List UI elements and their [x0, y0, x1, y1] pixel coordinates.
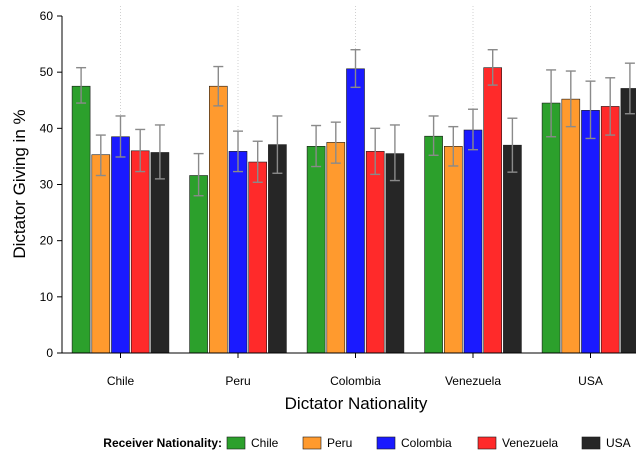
y-tick-label: 30 — [40, 178, 54, 192]
error-bar — [428, 115, 439, 156]
legend-label: Chile — [251, 436, 279, 450]
legend-swatch — [477, 436, 497, 450]
error-bar — [252, 140, 263, 183]
legend: Receiver Nationality: Chile Peru Colombia V… — [103, 436, 630, 450]
bar-venezuela-chile — [130, 150, 150, 354]
error-bars-layer — [76, 49, 635, 197]
bar-colombia-chile — [111, 136, 130, 354]
bars-layer — [71, 67, 636, 354]
legend-item-venezuela: Venezuela — [477, 436, 558, 450]
legend-swatch — [226, 436, 246, 450]
bar-peru-peru — [209, 85, 228, 354]
legend-item-peru: Peru — [302, 436, 352, 450]
bar-peru-colombia — [326, 142, 346, 354]
error-bar — [213, 65, 224, 107]
x-tick-label: Chile — [107, 374, 135, 388]
y-tick-label: 60 — [40, 9, 54, 23]
bar-colombia-peru — [228, 151, 248, 354]
legend-swatch — [581, 436, 601, 450]
error-bar — [507, 117, 518, 173]
error-bar — [389, 124, 400, 182]
legend-item-usa: USA — [581, 436, 631, 450]
error-bar — [350, 49, 361, 89]
error-bar — [193, 152, 204, 197]
x-tick-label: Venezuela — [445, 374, 501, 388]
bar-colombia-colombia — [346, 68, 365, 354]
error-bar — [605, 77, 616, 136]
y-tick-label: 50 — [40, 65, 54, 79]
error-bar — [468, 108, 478, 151]
error-bar — [154, 124, 165, 180]
x-tick-label: USA — [578, 374, 603, 388]
y-tick-label: 20 — [40, 234, 54, 248]
legend-swatch — [376, 436, 396, 450]
error-bar — [330, 121, 341, 164]
error-bar — [565, 70, 576, 128]
legend-label: USA — [606, 436, 631, 450]
bar-venezuela-colombia — [365, 151, 385, 354]
error-bar — [585, 80, 596, 140]
legend-label: Peru — [327, 436, 352, 450]
legend-swatch — [302, 436, 322, 450]
bar-chile-peru — [189, 175, 208, 354]
bar-usa-peru — [268, 144, 287, 354]
bar-chile-chile — [71, 85, 91, 354]
bar-colombia-usa — [581, 110, 600, 354]
error-bar — [311, 124, 322, 168]
axes-layer: 0 10 20 30 40 50 60 Chile Peru Colombia Venezuela U… — [40, 9, 636, 388]
error-bar — [115, 115, 126, 158]
bar-usa-colombia — [385, 153, 405, 354]
error-bar — [233, 130, 243, 173]
bar-chile-usa — [541, 102, 561, 354]
bar-chile-colombia — [306, 146, 326, 354]
error-bar — [448, 125, 459, 167]
legend-label: Venezuela — [502, 436, 558, 450]
legend-title: Receiver Nationality: — [103, 436, 222, 450]
y-axis-title: Dictator Giving in % — [10, 109, 29, 258]
error-bar — [272, 115, 283, 174]
bar-venezuela-usa — [600, 106, 620, 354]
error-bar — [135, 128, 146, 173]
legend-item-colombia: Colombia — [376, 436, 452, 450]
error-bar — [546, 69, 557, 138]
error-bar — [624, 62, 635, 115]
bar-chile-venezuela — [424, 135, 443, 354]
error-bar — [370, 127, 381, 176]
bar-usa-usa — [620, 88, 636, 354]
x-tick-label: Peru — [225, 374, 250, 388]
bar-venezuela-peru — [248, 161, 267, 354]
bar-peru-venezuela — [443, 146, 463, 354]
bar-usa-chile — [150, 152, 170, 354]
bar-peru-chile — [91, 154, 111, 354]
bar-colombia-venezuela — [463, 129, 483, 354]
error-bar — [76, 66, 87, 104]
bar-usa-venezuela — [503, 144, 522, 354]
x-tick-label: Colombia — [330, 374, 381, 388]
bar-venezuela-venezuela — [483, 67, 503, 354]
legend-label: Colombia — [401, 436, 452, 450]
x-axis-title: Dictator Nationality — [285, 394, 428, 413]
bar-peru-usa — [561, 98, 581, 354]
y-tick-label: 0 — [46, 346, 53, 360]
error-bar — [487, 49, 498, 86]
y-tick-label: 10 — [40, 290, 54, 304]
y-tick-label: 40 — [40, 121, 54, 135]
error-bar — [95, 134, 106, 177]
legend-item-chile: Chile — [226, 436, 279, 450]
